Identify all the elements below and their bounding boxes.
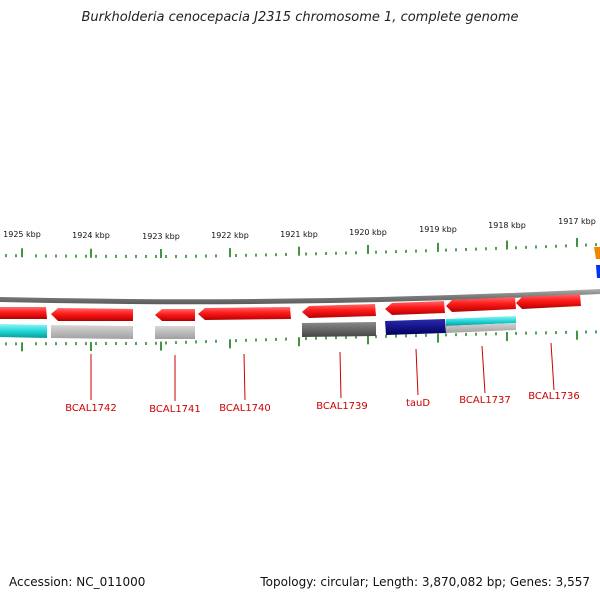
scale-label: 1918 kbp (488, 221, 526, 230)
cyan-feature-left (0, 324, 47, 338)
gray-feature-bcal1741 (155, 326, 195, 339)
gray-feature-bcal1737 (446, 323, 516, 333)
gene-label-bcal1739: BCAL1739 (316, 401, 368, 412)
map-title: Burkholderia cenocepacia J2315 chromosom… (81, 10, 519, 25)
scale-label: 1919 kbp (419, 225, 457, 234)
genome-backbone (0, 289, 600, 305)
gene-arrow-bcal1736 (516, 294, 581, 309)
scale-ticks-top (5, 237, 597, 258)
darkgray-feature-bcal1739 (302, 322, 376, 337)
leader-taud (415, 348, 419, 396)
blue-feature (596, 265, 600, 278)
scale-labels: 1925 kbp 1924 kbp 1923 kbp 1922 kbp 1921 kbp… (3, 217, 596, 241)
scale-label: 1925 kbp (3, 230, 41, 239)
leader-bcal1736 (550, 342, 555, 391)
gene-label-taud: tauD (406, 398, 430, 409)
cyan-feature-bcal1737 (446, 316, 516, 326)
gray-feature-bcal1742 (51, 325, 133, 339)
scale-label: 1921 kbp (280, 230, 318, 239)
leader-bcal1739 (339, 351, 342, 399)
gene-arrow-bcal1743 (0, 307, 47, 319)
gene-arrow-bcal1740 (198, 307, 291, 320)
gene-arrow-bcal1742 (51, 308, 133, 321)
gene-arrow-bcal1741 (155, 309, 195, 321)
gene-label-bcal1736: BCAL1736 (528, 391, 580, 402)
topology-summary: Topology: circular; Length: 3,870,082 bp… (260, 575, 590, 589)
scale-label: 1917 kbp (558, 217, 596, 226)
gene-label-bcal1740: BCAL1740 (219, 403, 271, 414)
gene-label-bcal1742: BCAL1742 (65, 403, 117, 414)
gene-arrow-bcal1737 (446, 297, 516, 312)
orange-feature (594, 247, 600, 259)
accession-text: Accession: NC_011000 (9, 575, 146, 589)
gene-arrow-bcal1739 (302, 304, 376, 318)
scale-label: 1920 kbp (349, 228, 387, 237)
scale-label: 1923 kbp (142, 232, 180, 241)
scale-ticks-bottom (5, 330, 597, 352)
navy-feature-taud (385, 319, 446, 335)
leader-bcal1740 (243, 353, 246, 401)
gene-label-bcal1741: BCAL1741 (149, 404, 201, 415)
leader-bcal1737 (481, 345, 486, 394)
gene-arrow-taud (385, 301, 445, 315)
scale-label: 1922 kbp (211, 231, 249, 240)
gene-label-bcal1737: BCAL1737 (459, 395, 511, 406)
scale-label: 1924 kbp (72, 231, 110, 240)
